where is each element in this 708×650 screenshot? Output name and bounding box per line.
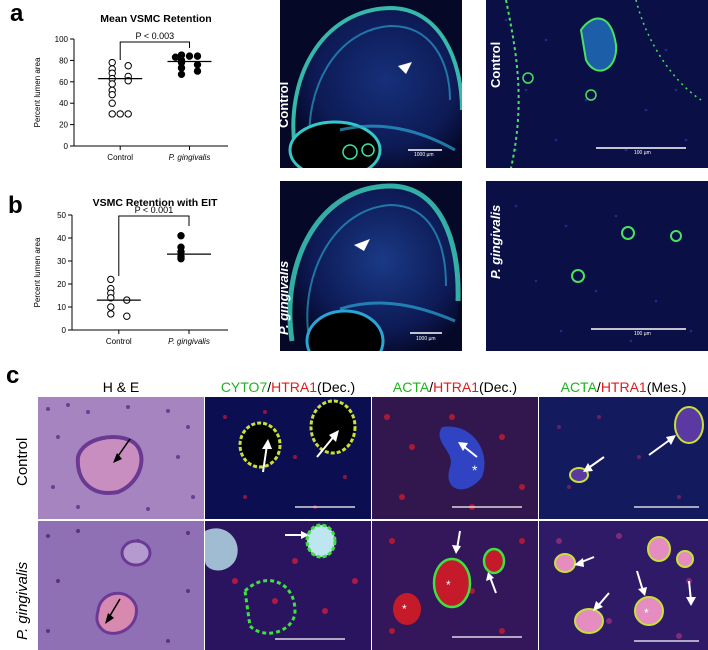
column-title-part: HTRA1 <box>600 379 647 395</box>
acta-htra1-dec-pg-image: * * <box>372 521 538 650</box>
y-tick-label: 100 <box>55 35 69 44</box>
y-tick-label: 40 <box>57 234 66 243</box>
significance-bracket <box>119 41 190 60</box>
scale-bar-label: 100 µm <box>634 331 651 337</box>
y-tick-label: 0 <box>64 142 69 151</box>
svg-text:*: * <box>472 462 478 478</box>
chart-title: Mean VSMC Retention <box>100 13 211 25</box>
chart-vsmc-retention-eit: VSMC Retention with EIT 0 10 20 30 40 50 Percen… <box>33 197 228 346</box>
micrograph-b-pg-overview: P. gingivalis 1000 µm <box>280 181 462 351</box>
data-point-pg <box>171 53 180 61</box>
micrograph-a-control-overview: Control 1000 µm <box>280 0 462 168</box>
y-tick-label: 20 <box>57 280 66 289</box>
cyto7-htra1-pg-image <box>205 521 371 650</box>
y-tick-label: 30 <box>57 257 66 266</box>
column-title-part: / <box>429 379 434 395</box>
cyto7-htra1-control-image <box>205 397 371 519</box>
x-tick-label: P. gingivalis <box>169 153 211 162</box>
y-axis-label: Percent lumen area <box>33 57 42 127</box>
row-label-pg: P. gingivalis <box>280 260 291 335</box>
svg-text:*: * <box>446 578 451 592</box>
acta-htra1-mes-control-image <box>539 397 708 519</box>
data-point-control <box>124 110 132 118</box>
p-value-annotation: P < 0.003 <box>136 31 175 41</box>
data-point-pg <box>177 255 185 263</box>
panel-letter-a: a <box>10 0 24 27</box>
acta-htra1-mes-pg-image: * <box>539 521 708 650</box>
panel-letter-c: c <box>6 362 20 389</box>
row-label-pg-c: P. gingivalis <box>14 561 31 640</box>
svg-text:*: * <box>402 602 407 616</box>
column-title-he: H & E <box>38 379 204 395</box>
data-point-control <box>116 110 124 118</box>
data-point-control <box>108 110 116 118</box>
he-control-image <box>38 397 204 519</box>
data-point-pg <box>177 232 185 240</box>
data-point-control <box>107 294 115 302</box>
data-point-control <box>124 62 132 70</box>
column-title-part: (Dec.) <box>317 379 356 395</box>
data-point-control <box>108 58 116 67</box>
scale-bar-label: 1000 µm <box>416 336 436 342</box>
svg-text:*: * <box>644 606 649 620</box>
x-tick-label: Control <box>106 337 132 346</box>
column-title-part: / <box>596 379 601 395</box>
column-title-part: (Dec.) <box>478 379 518 395</box>
column-title-cyto7-htra1-dec: CYTO7/HTRA1(Dec.) <box>205 379 371 395</box>
column-title-part: HTRA1 <box>433 379 479 395</box>
column-title-part: HTRA1 <box>271 379 318 395</box>
chart-title: VSMC Retention with EIT <box>93 197 218 209</box>
y-tick-label: 10 <box>57 303 66 312</box>
column-title-part: CYTO7 <box>220 379 268 395</box>
data-point-control <box>123 312 131 320</box>
data-point-control <box>108 90 116 99</box>
data-point-control <box>107 310 115 318</box>
column-title-part: ACTA <box>560 379 597 395</box>
column-title-part: ACTA <box>392 379 430 395</box>
column-title-part: (Mes.) <box>646 379 687 395</box>
data-point-pg <box>177 64 186 72</box>
y-tick-label: 20 <box>59 121 68 130</box>
column-title-part: / <box>267 379 272 395</box>
he-pg-image <box>38 521 204 650</box>
scale-bar-label: 100 µm <box>634 150 651 156</box>
y-tick-label: 80 <box>59 56 68 65</box>
data-point-control <box>108 99 116 107</box>
y-tick-label: 0 <box>62 326 67 335</box>
chart-mean-vsmc-retention: Mean VSMC Retention 0 20 40 60 80 100 Percent l… <box>33 13 228 162</box>
column-title-acta-htra1-mes: ACTA/HTRA1(Mes.) <box>539 379 708 395</box>
significance-bracket <box>118 215 190 276</box>
data-point-control <box>107 303 115 311</box>
micrograph-b-pg-zoom: P. gingivalis 100 µm <box>486 181 708 351</box>
row-label-pg: P. gingivalis <box>488 204 503 279</box>
y-tick-label: 40 <box>59 99 68 108</box>
data-point-pg <box>193 60 202 69</box>
row-label-control: Control <box>280 81 291 128</box>
y-axis-label: Percent lumen area <box>33 237 42 307</box>
data-point-pg <box>193 52 202 60</box>
row-label-control-c: Control <box>14 437 31 486</box>
data-point-pg <box>193 67 202 75</box>
acta-htra1-dec-control-image: * <box>372 397 538 519</box>
scale-bar-label: 1000 µm <box>414 152 434 158</box>
x-tick-label: P. gingivalis <box>168 337 210 346</box>
y-tick-label: 60 <box>59 78 68 87</box>
row-label-control: Control <box>488 41 503 88</box>
column-title-part: H & E <box>102 379 140 395</box>
data-point-pg <box>185 52 194 60</box>
p-value-annotation: P < 0.001 <box>135 205 174 215</box>
column-title-acta-htra1-dec: ACTA/HTRA1(Dec.) <box>372 379 538 395</box>
micrograph-a-control-zoom: Control 100 µm <box>486 0 708 168</box>
data-point-control <box>107 275 115 284</box>
panel-letter-b: b <box>8 192 23 219</box>
x-tick-label: Control <box>107 153 133 162</box>
y-tick-label: 50 <box>57 211 66 220</box>
data-point-control <box>108 80 116 88</box>
data-point-pg <box>177 70 186 79</box>
